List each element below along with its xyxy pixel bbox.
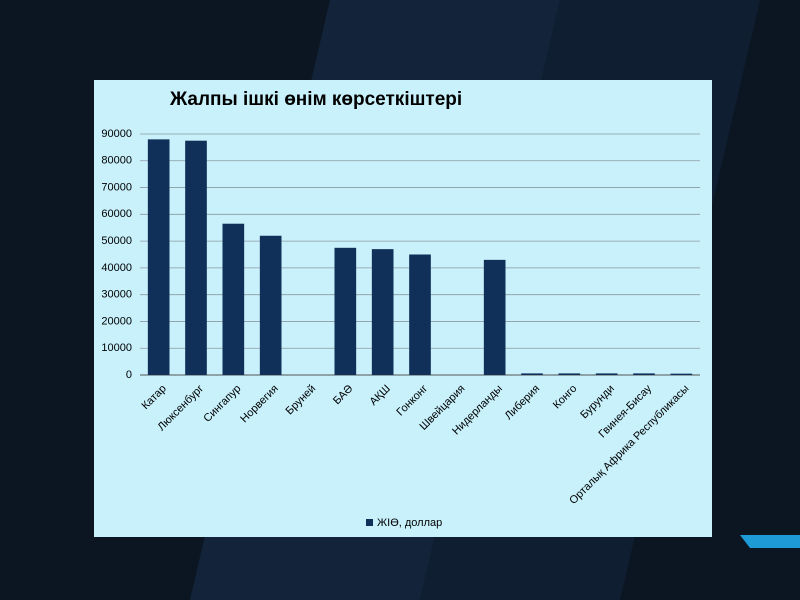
bar [222, 223, 245, 375]
y-tick-label: 50000 [101, 235, 132, 247]
bar [185, 140, 207, 375]
y-tick-label: 70000 [101, 181, 132, 193]
bar [633, 373, 655, 375]
chart-title: Жалпы ішкі өнім көрсеткіштері [169, 89, 462, 110]
bar [558, 373, 581, 375]
y-tick-label: 40000 [101, 262, 132, 274]
y-tick-label: 20000 [101, 315, 132, 327]
y-tick-label: 0 [126, 369, 132, 381]
bar [670, 373, 693, 375]
bar [147, 139, 170, 375]
y-tick-label: 30000 [101, 289, 132, 301]
y-tick-label: 60000 [101, 208, 132, 220]
bar [371, 249, 394, 375]
y-tick-label: 80000 [101, 155, 132, 167]
y-tick-label: 10000 [101, 342, 132, 354]
bar [334, 247, 357, 375]
legend-swatch [366, 519, 373, 526]
legend-label: ЖІӨ, доллар [377, 517, 442, 529]
bar [259, 235, 282, 375]
bar [595, 373, 618, 375]
accent [740, 535, 800, 548]
bar [521, 373, 543, 375]
y-tick-label: 90000 [101, 128, 132, 140]
bar [483, 259, 506, 375]
bar [409, 254, 431, 375]
